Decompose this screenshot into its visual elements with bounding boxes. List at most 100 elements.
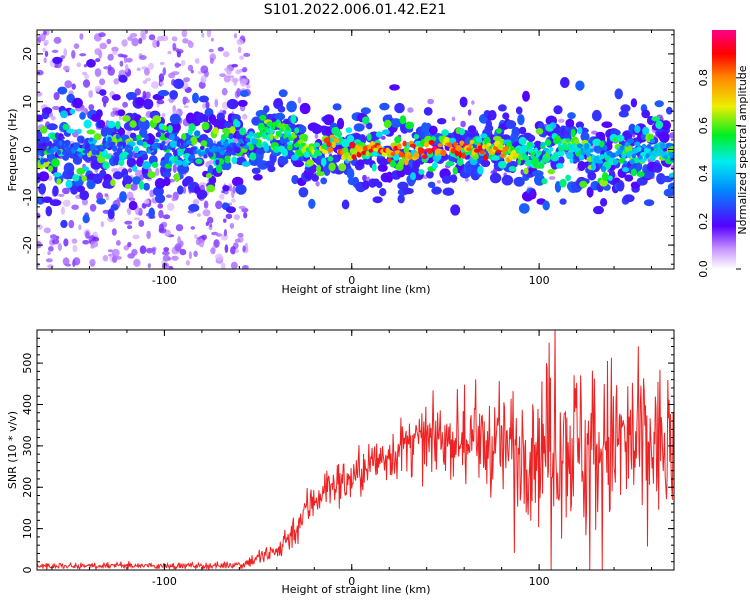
heatmap-blob bbox=[47, 165, 54, 173]
heatmap-noise-blob bbox=[138, 220, 145, 227]
heatmap-noise-blob bbox=[233, 78, 237, 86]
heatmap-noise-blob bbox=[239, 55, 245, 60]
heatmap-blob bbox=[303, 151, 311, 158]
heatmap-blob bbox=[459, 140, 465, 146]
heatmap-noise-blob bbox=[71, 83, 76, 90]
heatmap-blob bbox=[473, 148, 481, 153]
heatmap-blob bbox=[226, 146, 233, 153]
heatmap-noise-blob bbox=[202, 103, 206, 109]
heatmap-blob bbox=[89, 137, 93, 142]
heatmap-noise-blob bbox=[88, 90, 93, 98]
heatmap-noise-blob bbox=[159, 81, 165, 86]
heatmap-blob bbox=[541, 157, 548, 164]
heatmap-blob bbox=[634, 141, 641, 147]
heatmap-noise-blob bbox=[163, 247, 170, 252]
heatmap-blob bbox=[635, 162, 643, 172]
heatmap-blob bbox=[200, 140, 208, 148]
heatmap-blob bbox=[102, 161, 110, 170]
heatmap-blob bbox=[320, 177, 328, 185]
heatmap-noise-blob bbox=[142, 80, 148, 84]
heatmap-blob bbox=[555, 162, 564, 169]
heatmap-blob bbox=[38, 183, 46, 195]
heatmap-y-tick-label: -10 bbox=[21, 188, 34, 206]
heatmap-blob bbox=[193, 150, 198, 155]
heatmap-blob bbox=[83, 119, 92, 129]
heatmap-noise-blob bbox=[193, 250, 198, 257]
heatmap-noise-blob bbox=[143, 199, 150, 205]
heatmap-noise-blob bbox=[182, 96, 189, 102]
heatmap-blob bbox=[203, 154, 208, 159]
heatmap-noise-blob bbox=[669, 132, 674, 139]
heatmap-blob bbox=[390, 118, 402, 128]
heatmap-blob bbox=[86, 59, 96, 68]
heatmap-blob bbox=[452, 166, 458, 175]
heatmap-noise-blob bbox=[188, 251, 192, 260]
heatmap-blob bbox=[491, 155, 500, 161]
heatmap-blob bbox=[124, 183, 132, 189]
heatmap-blob bbox=[409, 143, 417, 148]
heatmap-blob bbox=[394, 102, 405, 114]
heatmap-blob bbox=[62, 123, 69, 131]
heatmap-noise-blob bbox=[81, 198, 88, 206]
heatmap-blob bbox=[274, 135, 279, 140]
heatmap-blob bbox=[526, 134, 536, 142]
heatmap-noise-blob bbox=[161, 113, 166, 118]
heatmap-blob bbox=[600, 166, 607, 173]
heatmap-blob bbox=[589, 148, 594, 153]
heatmap-noise-blob bbox=[236, 88, 242, 97]
heatmap-noise-blob bbox=[89, 259, 96, 266]
heatmap-noise-blob bbox=[210, 37, 214, 42]
heatmap-noise-blob bbox=[168, 72, 176, 79]
heatmap-blob bbox=[667, 152, 674, 157]
heatmap-blob bbox=[590, 161, 596, 171]
heatmap-blob bbox=[86, 129, 96, 135]
heatmap-blob bbox=[292, 160, 305, 168]
heatmap-blob bbox=[129, 120, 137, 128]
heatmap-blob bbox=[402, 187, 414, 195]
heatmap-blob bbox=[283, 134, 287, 139]
heatmap-noise-blob bbox=[242, 245, 246, 252]
heatmap-blob bbox=[445, 161, 455, 167]
heatmap-blob bbox=[453, 141, 458, 148]
heatmap-noise-blob bbox=[460, 120, 466, 128]
heatmap-noise-blob bbox=[71, 204, 79, 210]
colorbar-tick-label: 0.2 bbox=[697, 212, 710, 230]
heatmap-blob bbox=[381, 151, 387, 157]
heatmap-noise-blob bbox=[520, 169, 524, 175]
heatmap-noise-blob bbox=[171, 197, 176, 202]
heatmap-noise-blob bbox=[223, 229, 227, 237]
heatmap-blob bbox=[60, 219, 68, 229]
heatmap-blob bbox=[267, 165, 276, 173]
heatmap-noise-blob bbox=[242, 113, 248, 120]
heatmap-blob bbox=[458, 128, 465, 136]
heatmap-noise-blob bbox=[160, 35, 169, 42]
heatmap-noise-blob bbox=[228, 185, 233, 192]
heatmap-blob bbox=[112, 171, 123, 180]
heatmap-blob bbox=[432, 145, 438, 151]
heatmap-blob bbox=[132, 176, 141, 185]
heatmap-noise-blob bbox=[297, 96, 302, 104]
heatmap-blob bbox=[117, 127, 126, 137]
heatmap-noise-blob bbox=[162, 266, 170, 269]
heatmap-blob bbox=[528, 148, 534, 153]
heatmap-noise-blob bbox=[202, 209, 211, 217]
heatmap-noise-blob bbox=[156, 99, 165, 105]
heatmap-blob bbox=[91, 149, 98, 154]
heatmap-blob bbox=[44, 136, 50, 144]
snr-y-tick-label: 0 bbox=[21, 567, 34, 574]
heatmap-blob bbox=[442, 187, 455, 196]
heatmap-blob bbox=[496, 128, 502, 134]
heatmap-blob bbox=[251, 138, 258, 145]
heatmap-blob bbox=[362, 180, 370, 190]
heatmap-blob bbox=[390, 152, 396, 156]
heatmap-noise-blob bbox=[121, 39, 128, 47]
heatmap-blob bbox=[164, 132, 170, 138]
colorbar-tick-label: 0.8 bbox=[697, 69, 710, 87]
heatmap-noise-blob bbox=[131, 37, 139, 47]
heatmap-blob bbox=[332, 103, 342, 111]
heatmap-blob bbox=[262, 132, 268, 140]
heatmap-blob bbox=[248, 131, 254, 138]
heatmap-blob bbox=[206, 184, 216, 193]
heatmap-blob bbox=[428, 139, 435, 146]
